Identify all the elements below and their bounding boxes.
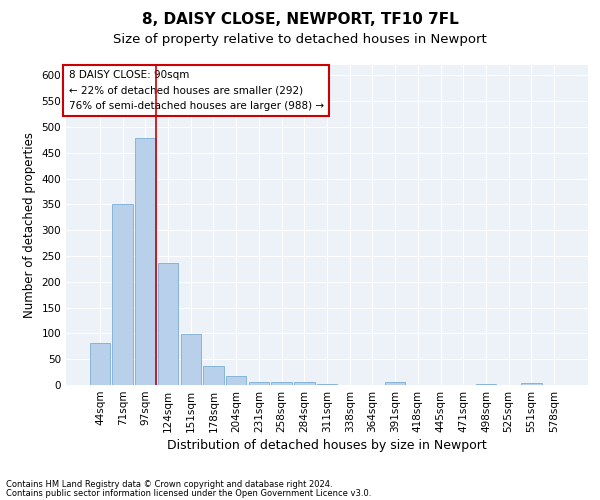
- Bar: [521, 384, 542, 385]
- Text: Size of property relative to detached houses in Newport: Size of property relative to detached ho…: [113, 32, 487, 46]
- Text: Contains HM Land Registry data © Crown copyright and database right 2024.: Contains HM Land Registry data © Crown c…: [6, 480, 332, 489]
- Bar: [476, 384, 496, 385]
- Bar: [158, 263, 178, 385]
- Text: Contains public sector information licensed under the Open Government Licence v3: Contains public sector information licen…: [6, 489, 371, 498]
- Bar: [271, 382, 292, 385]
- Text: 8, DAISY CLOSE, NEWPORT, TF10 7FL: 8, DAISY CLOSE, NEWPORT, TF10 7FL: [142, 12, 458, 28]
- Bar: [135, 138, 155, 385]
- Bar: [181, 334, 201, 385]
- Bar: [203, 366, 224, 385]
- Y-axis label: Number of detached properties: Number of detached properties: [23, 132, 36, 318]
- Bar: [90, 342, 110, 385]
- Text: 8 DAISY CLOSE: 90sqm
← 22% of detached houses are smaller (292)
76% of semi-deta: 8 DAISY CLOSE: 90sqm ← 22% of detached h…: [68, 70, 324, 111]
- Bar: [226, 376, 247, 385]
- Bar: [294, 382, 314, 385]
- X-axis label: Distribution of detached houses by size in Newport: Distribution of detached houses by size …: [167, 439, 487, 452]
- Bar: [112, 204, 133, 385]
- Bar: [248, 382, 269, 385]
- Bar: [385, 382, 406, 385]
- Bar: [317, 384, 337, 385]
